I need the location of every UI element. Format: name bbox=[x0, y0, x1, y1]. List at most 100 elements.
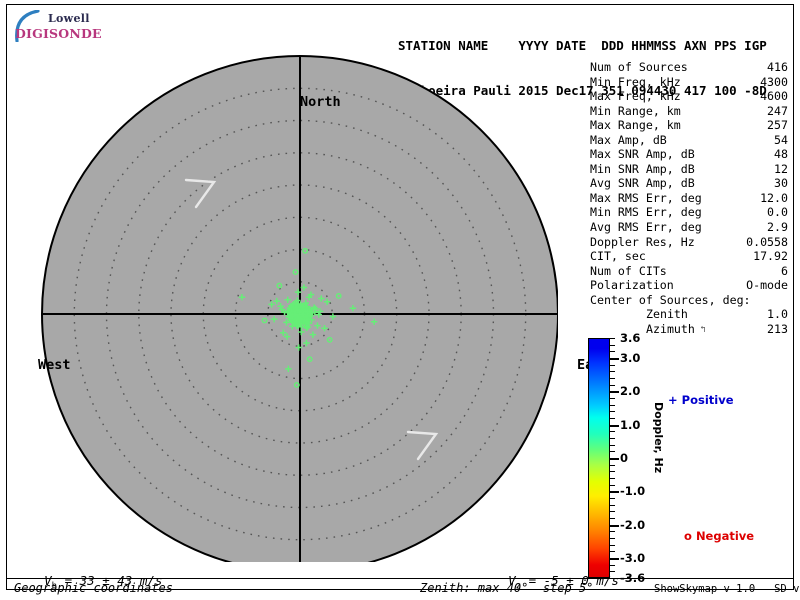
colorbar-tick bbox=[610, 471, 615, 473]
colorbar-tick bbox=[610, 391, 619, 394]
colorbar-tick-label: 1.0 bbox=[620, 417, 641, 432]
source-marker-positive bbox=[284, 296, 291, 304]
source-marker-positive bbox=[349, 304, 357, 312]
vertical-velocity: Vz = -5 ± 0 m/s bbox=[478, 558, 619, 600]
header-values: Cachoeira Pauli 2015 Dec17 351 094430 41… bbox=[398, 83, 767, 98]
legend-negative-label: Negative bbox=[695, 529, 755, 543]
center-source-value: 1.0 bbox=[767, 307, 788, 322]
stat-label: Doppler Res, Hz bbox=[590, 234, 695, 249]
zenith-scale-label: Zenith: max 40° step 5° bbox=[420, 581, 594, 595]
stat-value: 257 bbox=[767, 118, 788, 133]
source-marker-positive bbox=[315, 311, 322, 318]
source-marker-positive bbox=[329, 313, 337, 320]
stat-value: 0.0558 bbox=[746, 234, 788, 249]
source-marker-positive bbox=[323, 298, 331, 305]
source-marker-positive bbox=[277, 303, 284, 310]
center-source-label: Azimuth ↰ bbox=[646, 321, 706, 336]
colorbar-gradient bbox=[588, 338, 610, 578]
logo-digisonde-text: DIGISONDE bbox=[15, 26, 102, 41]
stat-label: Num of CITs bbox=[590, 263, 667, 278]
logo-lowell-text: Lowell bbox=[48, 12, 90, 25]
source-marker-positive bbox=[303, 324, 310, 332]
vz-symbol: V bbox=[508, 573, 516, 588]
colorbar-tick-label: 0 bbox=[620, 451, 629, 465]
source-marker-positive bbox=[285, 365, 292, 373]
stat-value: 4600 bbox=[760, 89, 788, 104]
footer-bar: Geographic coordinates Zenith: max 40° s… bbox=[6, 578, 799, 600]
colorbar-tick bbox=[610, 444, 615, 446]
compass-label-north: North bbox=[300, 94, 341, 110]
stat-label: Num of Sources bbox=[590, 60, 688, 74]
colorbar-tick bbox=[610, 491, 619, 494]
stat-row: Max RMS Err, deg 12.0 bbox=[590, 191, 788, 206]
colorbar-tick-label: -2.0 bbox=[620, 517, 646, 532]
azimuth-arrow-icon: ↰ bbox=[694, 324, 706, 335]
colorbar-tick bbox=[610, 371, 615, 373]
stat-value: 2.9 bbox=[767, 220, 788, 235]
colorbar-tick bbox=[610, 384, 615, 386]
colorbar-tick-label: 3.6 bbox=[620, 331, 641, 345]
source-marker-positive bbox=[321, 324, 328, 332]
center-source-label: Zenith bbox=[646, 307, 688, 322]
colorbar-tick bbox=[610, 564, 615, 566]
lowell-digisonde-logo: Lowell DIGISONDE bbox=[14, 8, 106, 44]
source-marker-positive bbox=[293, 322, 301, 329]
stat-label: Polarization bbox=[590, 278, 674, 293]
source-marker-positive bbox=[283, 319, 290, 326]
source-marker-negative bbox=[292, 269, 299, 276]
source-marker-negative bbox=[261, 317, 268, 324]
source-marker-positive bbox=[370, 318, 378, 325]
skymap-polar-plot[interactable]: North South West East bbox=[28, 52, 610, 562]
stat-row: Min RMS Err, deg 0.0 bbox=[590, 205, 788, 220]
vh-symbol: V bbox=[44, 573, 52, 588]
colorbar-tick bbox=[610, 571, 615, 573]
colorbar-tick bbox=[610, 358, 619, 360]
compass-label-west: West bbox=[38, 357, 71, 373]
colorbar-tick bbox=[610, 458, 619, 460]
source-marker-negative bbox=[302, 247, 309, 254]
stat-value: O-mode bbox=[746, 278, 788, 293]
colorbar-tick bbox=[610, 531, 615, 533]
stat-value: 6 bbox=[781, 263, 788, 278]
stat-row: Min Range, km 247 bbox=[590, 104, 788, 119]
colorbar-tick bbox=[610, 484, 615, 486]
colorbar-tick bbox=[610, 398, 615, 399]
source-marker-positive bbox=[294, 313, 301, 321]
drift-arrow-marks bbox=[184, 178, 439, 461]
colorbar-tick bbox=[610, 511, 615, 513]
version-label: ShowSkymap v 1.0 SD v 5.1 bbox=[654, 583, 800, 595]
stat-label: Min Freq, kHz bbox=[590, 74, 681, 89]
source-marker-negative bbox=[276, 282, 283, 289]
stat-row: Avg RMS Err, deg 2.9 bbox=[590, 220, 788, 235]
source-marker-positive bbox=[307, 291, 315, 298]
stat-row: Min Freq, kHz 4300 bbox=[590, 75, 788, 90]
colorbar-tick bbox=[610, 418, 615, 419]
stat-value: 416 bbox=[767, 60, 788, 74]
source-marker-positive bbox=[303, 339, 310, 347]
source-marker-positive bbox=[299, 303, 306, 310]
logo-arc-icon bbox=[15, 10, 40, 42]
source-marker-positive bbox=[298, 328, 305, 336]
colorbar-tick bbox=[610, 351, 615, 353]
stat-value: 247 bbox=[767, 103, 788, 118]
source-marker-positive bbox=[314, 322, 321, 329]
stat-value: 30 bbox=[774, 176, 788, 191]
colorbar-tick bbox=[610, 338, 615, 339]
source-marker-negative bbox=[326, 336, 333, 343]
stat-label: Min RMS Err, deg bbox=[590, 205, 702, 220]
colorbar-tick bbox=[610, 431, 615, 433]
source-marker-negative bbox=[335, 292, 342, 299]
colorbar-tick bbox=[610, 524, 619, 527]
stat-label: Avg RMS Err, deg bbox=[590, 220, 702, 235]
colorbar-tick-label: 2.0 bbox=[620, 384, 641, 399]
colorbar-tick bbox=[610, 404, 615, 406]
colorbar-tick bbox=[610, 364, 615, 366]
statistics-panel: Num of Sources 416 Min Freq, kHz 4300 Max Fr… bbox=[590, 60, 788, 338]
stat-label: Max SNR Amp, dB bbox=[590, 147, 695, 162]
stat-label: Max Freq, kHz bbox=[590, 89, 681, 104]
stat-row: Max Range, km 257 bbox=[590, 118, 788, 133]
source-marker-positive bbox=[300, 311, 307, 318]
colorbar-tick-label: -1.0 bbox=[620, 484, 646, 499]
coordinate-system-label: Geographic coordinates bbox=[14, 581, 173, 595]
stat-row: Min SNR Amp, dB 12 bbox=[590, 162, 788, 177]
